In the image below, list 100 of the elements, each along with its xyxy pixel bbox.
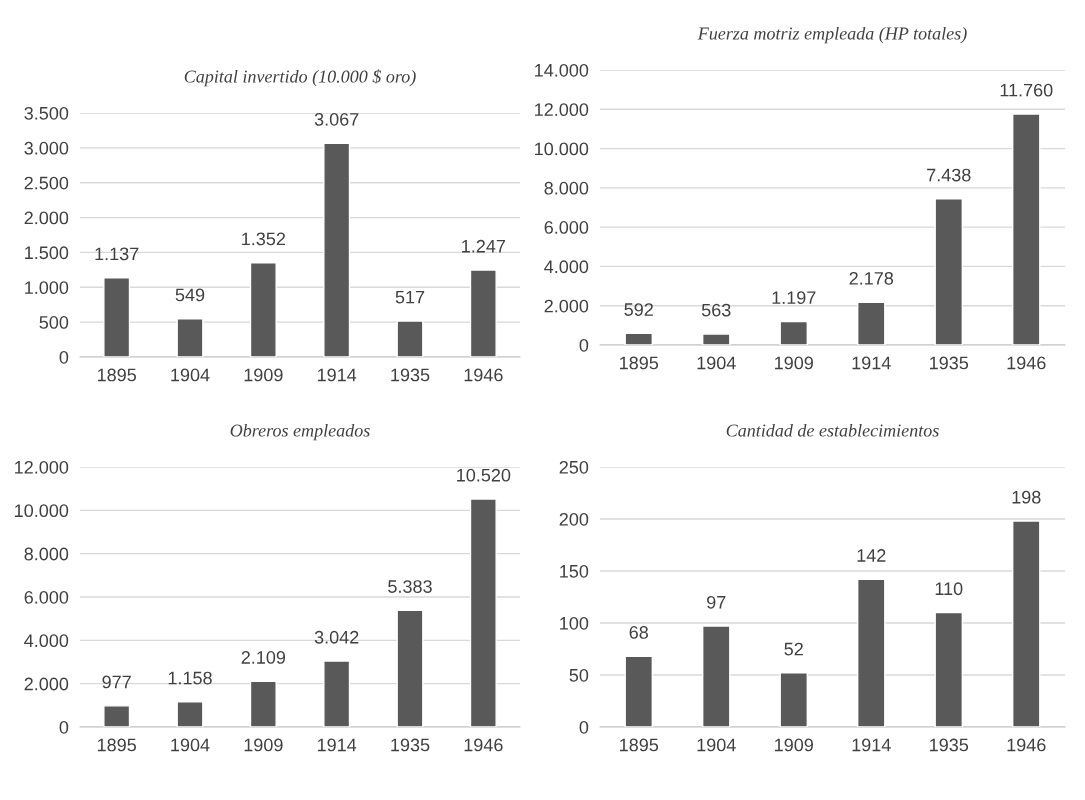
data-label: 1.137	[95, 247, 139, 261]
bar	[396, 320, 424, 357]
x-tick-label: 1914	[317, 368, 357, 382]
data-label: 142	[857, 549, 886, 562]
x-tick-label: 1935	[930, 738, 969, 752]
x-tick-label: 1946	[464, 368, 503, 382]
bar	[323, 660, 351, 727]
y-tick-label: 1.500	[25, 246, 69, 260]
x-tick-label: 1895	[620, 738, 659, 752]
y-tick-label: 1.000	[25, 281, 69, 295]
data-label: 1.352	[242, 232, 286, 246]
y-tick-label: 500	[39, 316, 69, 329]
bar	[1011, 113, 1041, 345]
chart-title: Cantidad de establecimientos	[726, 423, 939, 437]
x-tick-label: 1914	[852, 738, 891, 752]
y-tick-label: 10.000	[535, 142, 589, 156]
x-tick-label: 1895	[97, 368, 136, 382]
x-tick-label: 1904	[171, 368, 210, 382]
bar	[934, 198, 964, 345]
x-tick-label: 1946	[464, 738, 503, 752]
x-tick-label: 1909	[775, 356, 813, 370]
x-tick-label: 1909	[775, 738, 813, 752]
y-tick-label: 0	[579, 720, 589, 734]
x-tick-label: 1909	[244, 738, 283, 752]
data-label: 1.197	[772, 291, 816, 305]
data-label: 11.760	[1000, 83, 1053, 97]
y-tick-label: 2.000	[24, 211, 69, 225]
data-label: 977	[102, 675, 131, 689]
data-label: 563	[701, 303, 731, 317]
data-label: 52	[784, 642, 803, 656]
bar	[856, 578, 886, 727]
data-label: 5.383	[388, 580, 432, 593]
x-tick-label: 1946	[1007, 738, 1046, 752]
bar	[1011, 520, 1041, 727]
y-tick-label: 250	[559, 460, 589, 474]
x-tick-label: 1935	[930, 356, 969, 370]
data-label: 1.158	[168, 671, 212, 685]
y-tick-label: 3.000	[24, 141, 69, 155]
y-tick-label: 4.000	[544, 260, 589, 274]
bar	[624, 332, 654, 345]
bar	[103, 277, 131, 357]
chart-title: Fuerza motriz empleada (HP totales)	[697, 26, 967, 44]
data-label: 3.042	[314, 630, 359, 644]
y-tick-label: 100	[560, 616, 589, 630]
bar	[934, 611, 964, 727]
x-tick-label: 1914	[852, 356, 891, 370]
data-label: 3.067	[314, 112, 359, 126]
data-label: 110	[935, 582, 963, 596]
data-label: 68	[629, 626, 649, 639]
y-tick-label: 0	[579, 338, 589, 352]
bar	[249, 262, 277, 357]
bar	[469, 498, 497, 727]
y-tick-label: 2.000	[544, 299, 589, 313]
x-tick-label: 1946	[1007, 356, 1046, 370]
y-tick-label: 50	[569, 668, 589, 682]
bar	[176, 318, 204, 357]
x-tick-label: 1914	[317, 738, 357, 752]
data-label: 549	[175, 288, 205, 302]
bar	[176, 701, 204, 727]
data-label: 10.520	[457, 468, 511, 482]
chart-title: Capital invertido (10.000 $ oro)	[184, 69, 416, 87]
x-tick-label: 1904	[171, 738, 210, 752]
bar	[779, 672, 809, 727]
y-tick-label: 12.000	[535, 103, 589, 117]
x-tick-label: 1935	[391, 738, 430, 752]
data-label: 2.178	[849, 271, 894, 285]
y-tick-label: 6.000	[544, 221, 589, 234]
y-tick-label: 2.500	[24, 176, 69, 190]
y-tick-label: 12.000	[15, 460, 69, 474]
y-tick-label: 200	[559, 512, 589, 526]
y-tick-label: 8.000	[24, 547, 69, 561]
data-label: 97	[707, 595, 726, 609]
y-tick-label: 6.000	[24, 590, 69, 604]
y-tick-label: 0	[59, 350, 69, 364]
x-tick-label: 1935	[391, 368, 430, 382]
bar	[103, 705, 131, 727]
y-tick-label: 14.000	[535, 63, 589, 77]
y-tick-label: 4.000	[24, 634, 69, 648]
data-label: 2.109	[241, 651, 286, 664]
y-tick-label: 2.000	[24, 677, 69, 691]
bar	[469, 269, 497, 357]
data-label: 1.247	[462, 239, 506, 253]
y-tick-label: 0	[59, 720, 69, 734]
bar	[624, 655, 654, 727]
x-tick-label: 1895	[97, 738, 136, 752]
x-tick-label: 1904	[697, 356, 736, 370]
data-label: 7.438	[927, 168, 971, 182]
y-tick-label: 3.500	[24, 106, 69, 120]
y-tick-label: 150	[560, 564, 589, 578]
bar	[701, 625, 731, 727]
bar	[701, 333, 731, 345]
data-label: 517	[395, 290, 425, 304]
y-tick-label: 8.000	[544, 181, 589, 195]
bar	[779, 320, 809, 345]
bar	[249, 680, 277, 727]
y-tick-label: 10.000	[15, 504, 69, 518]
data-label: 592	[624, 303, 653, 316]
bar	[856, 301, 886, 345]
x-tick-label: 1904	[697, 738, 736, 752]
bar	[323, 142, 351, 357]
